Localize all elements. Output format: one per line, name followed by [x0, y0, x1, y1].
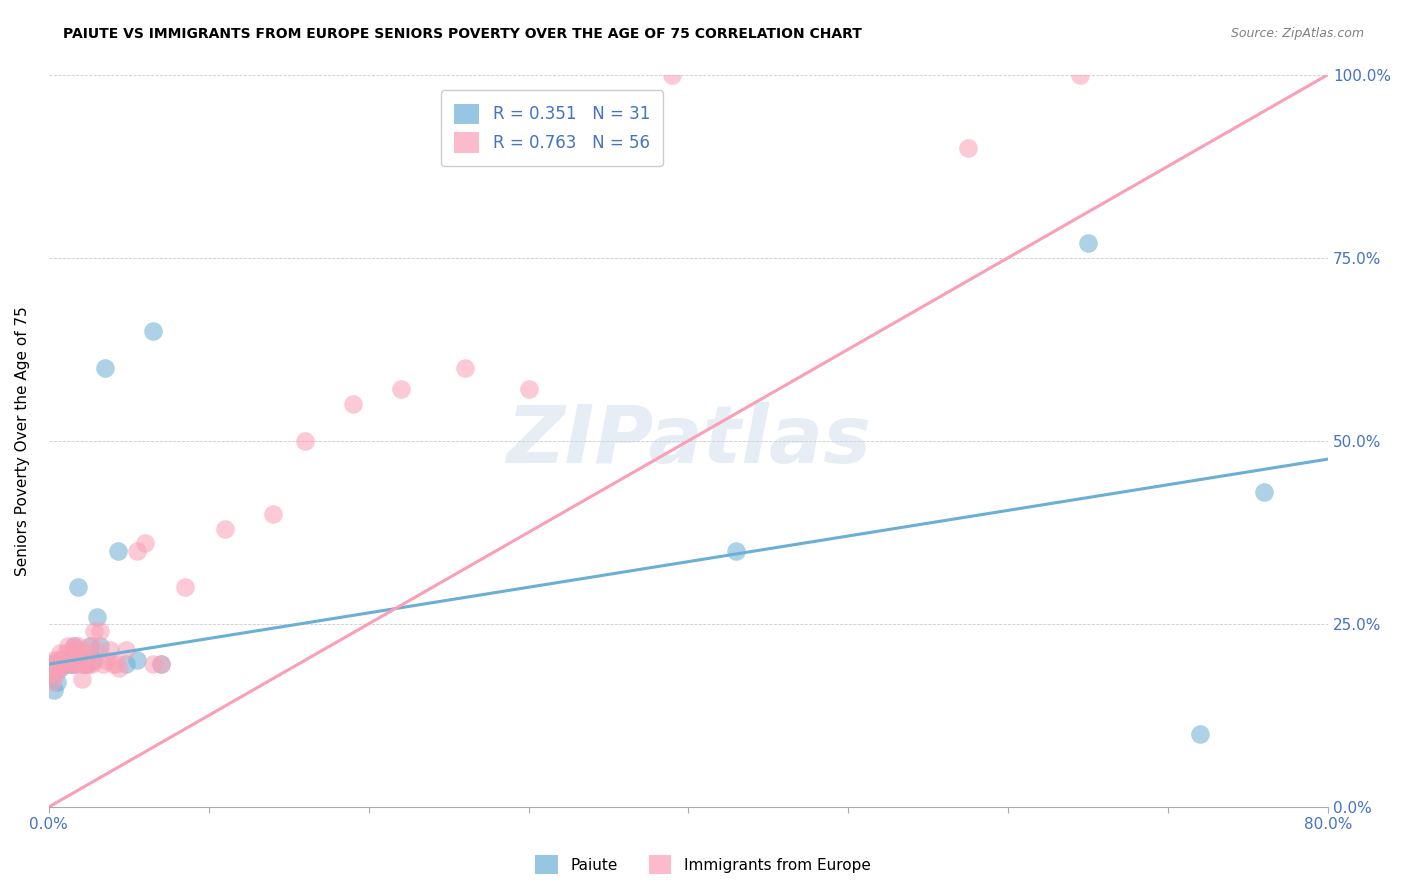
Point: [1077, 235, 1099, 250]
Point: [73, 657, 96, 672]
Point: [134, 536, 156, 550]
Point: [79, 639, 101, 653]
Point: [46, 653, 69, 667]
Point: [65, 642, 87, 657]
Point: [142, 324, 165, 338]
Point: [69, 653, 91, 667]
Text: ZIPatlas: ZIPatlas: [506, 401, 870, 480]
Point: [76, 646, 98, 660]
Point: [173, 580, 195, 594]
Point: [86, 609, 108, 624]
Point: [73, 657, 96, 672]
Point: [72, 672, 94, 686]
Point: [53, 657, 76, 672]
Point: [49, 661, 72, 675]
Point: [66, 639, 89, 653]
Legend: R = 0.351   N = 31, R = 0.763   N = 56: R = 0.351 N = 31, R = 0.763 N = 56: [441, 90, 664, 166]
Point: [58, 646, 80, 660]
Point: [661, 68, 683, 82]
Point: [89, 639, 111, 653]
Point: [101, 657, 124, 672]
Point: [86, 642, 108, 657]
Point: [114, 642, 136, 657]
Point: [69, 653, 91, 667]
Point: [104, 657, 127, 672]
Point: [1189, 727, 1212, 741]
Point: [51, 653, 73, 667]
Point: [52, 657, 75, 672]
Point: [63, 639, 86, 653]
Point: [45, 675, 67, 690]
Point: [91, 657, 114, 672]
Point: [56, 653, 79, 667]
Point: [453, 360, 475, 375]
Point: [41, 668, 63, 682]
Point: [56, 639, 79, 653]
Point: [80, 657, 103, 672]
Point: [51, 657, 73, 672]
Point: [39, 668, 62, 682]
Point: [55, 646, 77, 660]
Point: [389, 383, 412, 397]
Text: Source: ZipAtlas.com: Source: ZipAtlas.com: [1230, 27, 1364, 40]
Point: [1253, 485, 1275, 500]
Point: [125, 543, 148, 558]
Point: [93, 360, 115, 375]
Y-axis label: Seniors Poverty Over the Age of 75: Seniors Poverty Over the Age of 75: [15, 306, 30, 575]
Point: [79, 639, 101, 653]
Point: [149, 657, 172, 672]
Point: [107, 543, 129, 558]
Point: [41, 657, 63, 672]
Point: [83, 624, 105, 639]
Point: [42, 653, 65, 667]
Point: [58, 657, 80, 672]
Point: [42, 661, 65, 675]
Point: [49, 646, 72, 660]
Point: [66, 580, 89, 594]
Point: [53, 657, 76, 672]
Point: [44, 657, 66, 672]
Point: [39, 657, 62, 672]
Point: [76, 657, 98, 672]
Point: [98, 642, 121, 657]
Point: [60, 657, 83, 672]
Point: [1069, 68, 1091, 82]
Legend: Paiute, Immigrants from Europe: Paiute, Immigrants from Europe: [529, 849, 877, 880]
Point: [41, 675, 63, 690]
Point: [96, 653, 118, 667]
Point: [63, 639, 86, 653]
Point: [44, 668, 66, 682]
Point: [125, 653, 148, 667]
Point: [44, 657, 66, 672]
Point: [262, 507, 284, 521]
Point: [77, 657, 100, 672]
Point: [214, 522, 236, 536]
Point: [62, 657, 84, 672]
Point: [294, 434, 316, 448]
Point: [45, 657, 67, 672]
Point: [83, 653, 105, 667]
Point: [108, 661, 131, 675]
Point: [42, 682, 65, 697]
Point: [957, 141, 980, 155]
Point: [142, 657, 165, 672]
Point: [114, 657, 136, 672]
Point: [46, 661, 69, 675]
Point: [62, 657, 84, 672]
Point: [46, 657, 69, 672]
Point: [342, 397, 364, 411]
Point: [67, 657, 90, 672]
Point: [89, 624, 111, 639]
Point: [725, 543, 748, 558]
Point: [517, 383, 540, 397]
Text: PAIUTE VS IMMIGRANTS FROM EUROPE SENIORS POVERTY OVER THE AGE OF 75 CORRELATION : PAIUTE VS IMMIGRANTS FROM EUROPE SENIORS…: [63, 27, 862, 41]
Point: [149, 657, 172, 672]
Point: [75, 657, 97, 672]
